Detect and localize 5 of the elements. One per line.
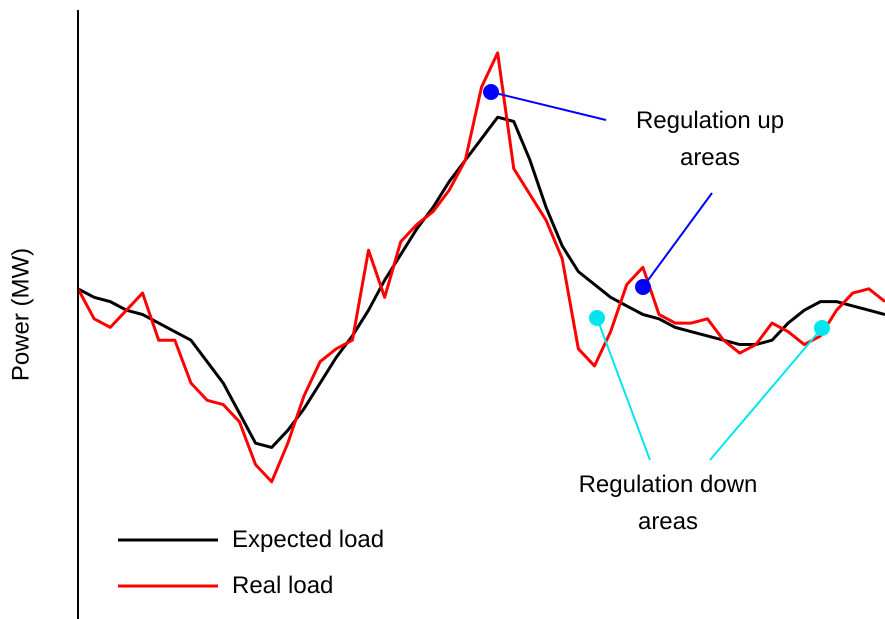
y-axis-title: Power (MW): [8, 248, 35, 382]
legend-label: Expected load: [232, 526, 384, 554]
annotation: Regulation down areas: [578, 471, 758, 535]
annotation: Regulation up areas: [636, 107, 784, 171]
legend-label: Real load: [232, 572, 334, 600]
